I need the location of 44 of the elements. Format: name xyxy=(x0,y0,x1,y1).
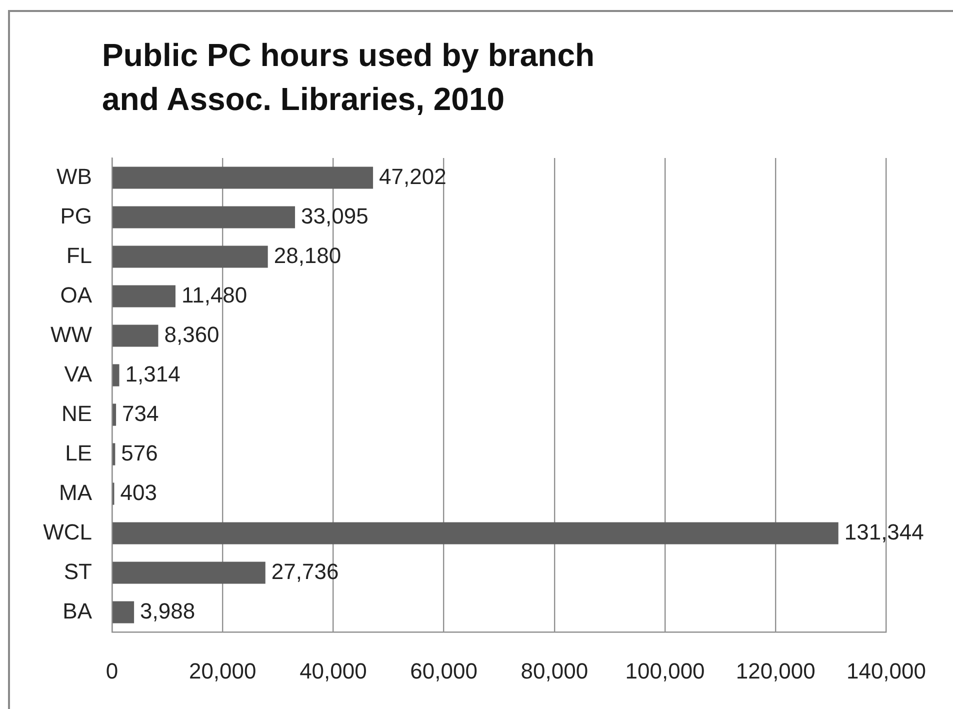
y-tick-label: LE xyxy=(65,440,92,466)
bar xyxy=(112,166,374,189)
bar xyxy=(112,522,838,544)
y-tick-label: ST xyxy=(64,558,92,584)
x-tick-label: 20,000 xyxy=(188,658,256,684)
y-tick-label: OA xyxy=(60,282,92,308)
data-label: 47,202 xyxy=(379,164,446,189)
data-label: 734 xyxy=(122,400,159,426)
data-label: 576 xyxy=(121,440,158,466)
bar xyxy=(112,246,268,268)
x-tick-label: 100,000 xyxy=(625,658,705,684)
data-label: 1,314 xyxy=(125,361,180,386)
data-label: 131,344 xyxy=(844,519,924,544)
y-tick-label: WB xyxy=(56,164,92,189)
y-tick-label: WW xyxy=(50,322,92,347)
data-label: 3,988 xyxy=(140,598,196,624)
data-label: 27,736 xyxy=(271,558,339,584)
x-tick-label: 60,000 xyxy=(410,658,478,684)
x-tick-label: 140,000 xyxy=(846,658,926,684)
bar xyxy=(112,601,134,624)
data-label: 11,480 xyxy=(181,282,248,308)
bar xyxy=(112,206,296,228)
x-tick-label: 0 xyxy=(106,658,118,684)
x-tick-label: 40,000 xyxy=(300,658,367,684)
chart-title: Public PC hours used by branch and Assoc. Libraries, 2010 xyxy=(102,36,596,119)
data-label: 28,180 xyxy=(274,242,342,268)
bar xyxy=(112,443,116,466)
y-tick-label: PG xyxy=(60,203,92,228)
y-tick-label: VA xyxy=(64,361,92,386)
y-tick-label: MA xyxy=(59,480,92,505)
data-label: 8,360 xyxy=(164,322,220,347)
bar xyxy=(112,404,116,426)
x-tick-label: 120,000 xyxy=(736,658,816,684)
bar xyxy=(112,285,176,308)
data-label: 403 xyxy=(120,480,157,505)
y-tick-label: WCL xyxy=(43,519,92,544)
x-tick-label: 80,000 xyxy=(520,658,588,684)
data-label: 33,095 xyxy=(301,203,368,228)
y-tick-label: NE xyxy=(61,400,92,426)
y-tick-label: BA xyxy=(62,598,92,624)
bar xyxy=(112,364,120,386)
y-tick-label: FL xyxy=(66,242,92,268)
bar xyxy=(112,562,266,584)
bar xyxy=(112,324,158,347)
